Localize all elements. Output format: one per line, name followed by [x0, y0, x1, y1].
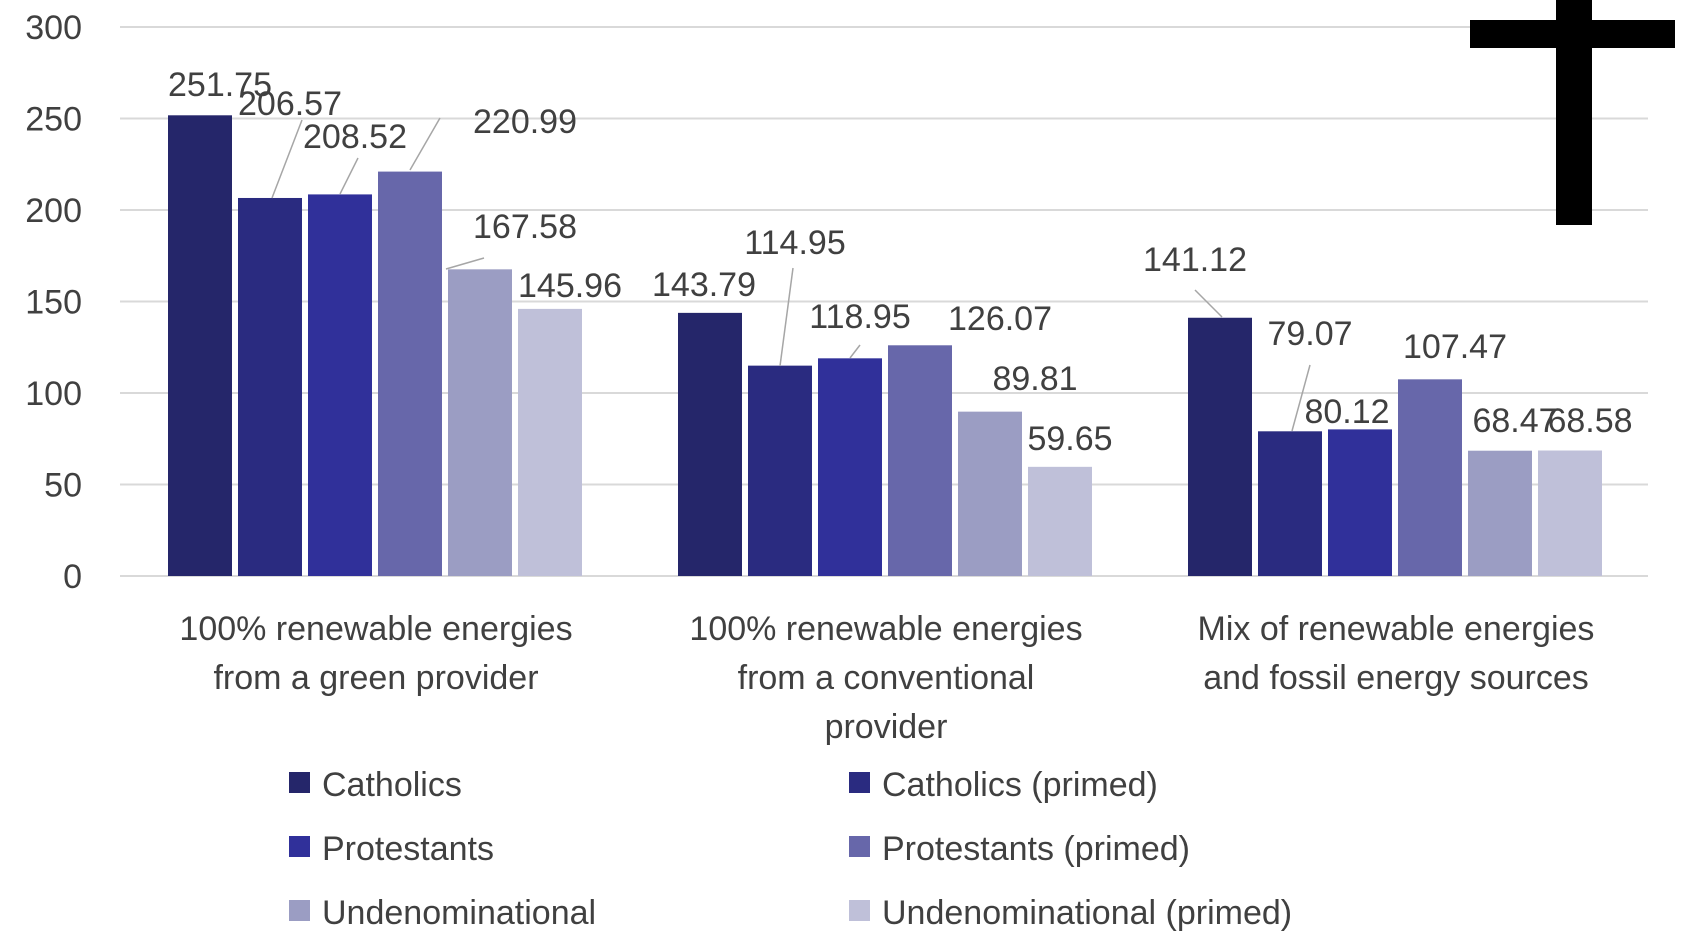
bar: [748, 365, 812, 576]
data-label: 143.79: [652, 266, 756, 304]
y-tick-label: 50: [44, 467, 82, 505]
y-tick-label: 200: [25, 192, 82, 230]
category-label: from a green provider: [213, 659, 538, 697]
data-label: 107.47: [1403, 328, 1507, 366]
bar: [518, 308, 582, 576]
bar: [958, 411, 1022, 576]
category-label: and fossil energy sources: [1203, 659, 1589, 697]
bars: [168, 115, 1602, 577]
leader-lines: [271, 117, 1311, 432]
y-tick-label: 250: [25, 101, 82, 139]
data-label: 114.95: [744, 224, 845, 262]
category-label: Mix of renewable energies: [1198, 610, 1595, 648]
bar: [1258, 431, 1322, 576]
data-label: 251.75: [168, 66, 272, 104]
bar: [678, 312, 742, 576]
bar: [1328, 429, 1392, 576]
bar: [448, 269, 512, 576]
legend-swatch: [289, 900, 310, 921]
legend-swatch: [289, 772, 310, 793]
leader-line: [1291, 364, 1311, 432]
data-label: 126.07: [948, 300, 1052, 338]
data-label: 145.96: [518, 267, 622, 305]
legend: Catholics Catholics (primed) Protestants Pr…: [289, 766, 1292, 932]
category-label: 100% renewable energies: [179, 610, 572, 648]
bar: [1188, 317, 1252, 576]
bar: [1028, 466, 1092, 576]
y-axis-ticks: 0 50 100 150 200 250 300: [25, 9, 82, 596]
data-label: 118.95: [809, 298, 910, 336]
data-label: 59.65: [1027, 420, 1112, 458]
latin-cross-icon: [1470, 0, 1675, 225]
legend-label: Protestants (primed): [882, 830, 1190, 868]
bar: [888, 345, 952, 576]
gridlines: [120, 26, 1648, 577]
y-tick-label: 0: [63, 558, 82, 596]
data-label: 141.12: [1143, 241, 1247, 279]
data-label: 68.58: [1547, 402, 1632, 440]
data-label: 89.81: [992, 360, 1077, 398]
data-label: 220.99: [473, 103, 577, 141]
leader-line: [445, 257, 485, 270]
legend-label: Undenominational: [322, 894, 596, 932]
data-label: 79.07: [1267, 315, 1352, 353]
leader-line: [849, 344, 861, 359]
legend-swatch: [289, 836, 310, 857]
category-label: 100% renewable energies: [689, 610, 1082, 648]
bar: [308, 194, 372, 577]
bar: [378, 171, 442, 576]
x-axis-categories: 100% renewable energies from a green prov…: [179, 610, 1594, 746]
leader-line: [1194, 289, 1223, 318]
data-label: 68.47: [1472, 402, 1557, 440]
category-label: provider: [825, 708, 948, 746]
leader-line: [409, 117, 441, 171]
bar: [1398, 379, 1462, 576]
legend-label: Undenominational (primed): [882, 894, 1292, 932]
category-label: from a conventional: [738, 659, 1035, 697]
y-tick-label: 150: [25, 284, 82, 322]
bar: [238, 197, 302, 576]
bar: [168, 115, 232, 577]
legend-swatch: [849, 772, 870, 793]
data-label: 167.58: [473, 208, 577, 246]
legend-swatch: [849, 836, 870, 857]
data-label: 208.52: [303, 118, 407, 156]
y-tick-label: 100: [25, 375, 82, 413]
legend-label: Catholics: [322, 766, 462, 804]
legend-label: Protestants: [322, 830, 494, 868]
leader-line: [271, 119, 303, 199]
leader-line: [339, 157, 359, 195]
bar: [818, 358, 882, 576]
y-tick-label: 300: [25, 9, 82, 47]
leader-line: [779, 267, 794, 367]
data-label: 206.57: [238, 85, 342, 123]
legend-label: Catholics (primed): [882, 766, 1158, 804]
data-label: 80.12: [1304, 393, 1389, 431]
legend-swatch: [849, 900, 870, 921]
bar: [1538, 450, 1602, 576]
bar: [1468, 450, 1532, 576]
